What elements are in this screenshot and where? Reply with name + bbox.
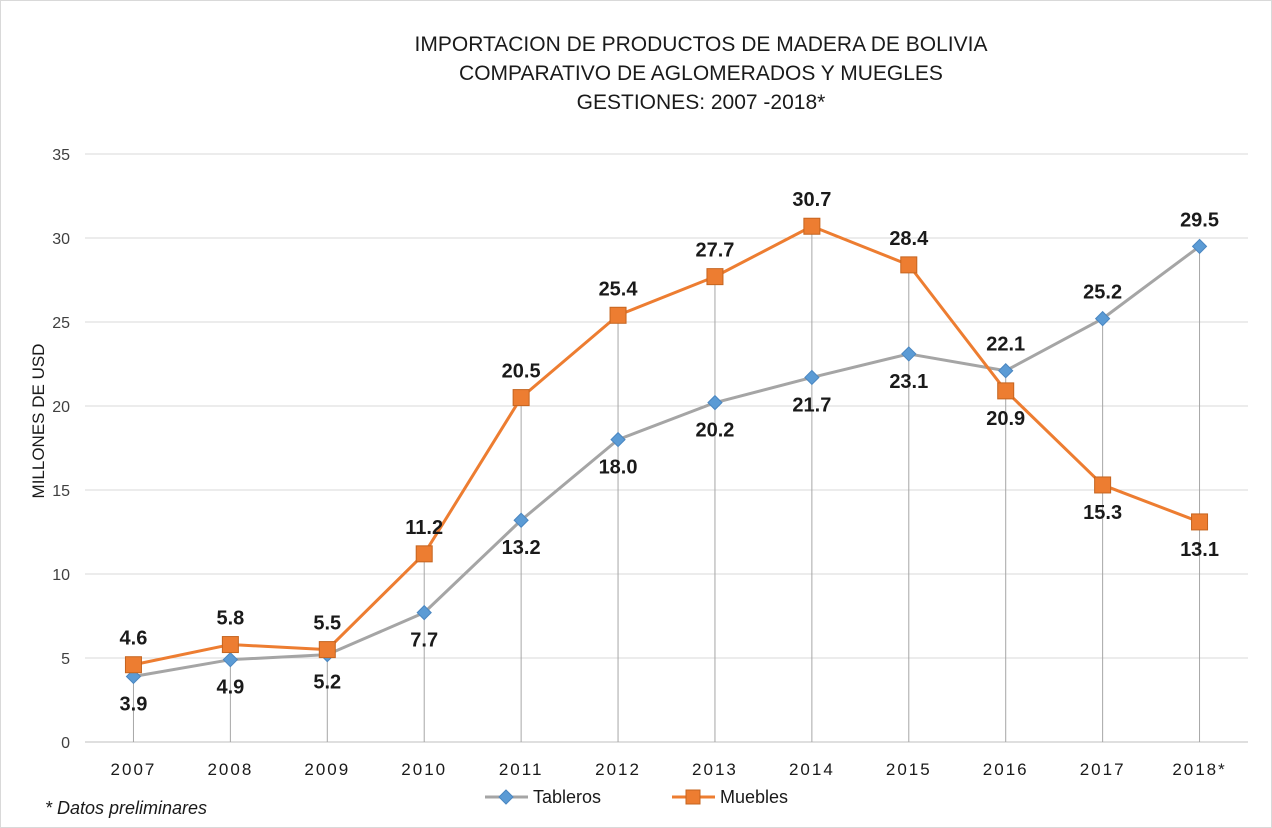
data-point [706,268,724,286]
data-point [803,217,821,235]
data-label: 23.1 [889,371,928,393]
data-label: 21.7 [792,394,831,416]
series-layer [124,217,1209,685]
x-tick-label: 2011 [499,760,544,779]
data-point [318,641,336,659]
series-muebles [124,217,1209,674]
data-label: 13.2 [502,537,541,559]
data-label: 5.2 [313,672,341,694]
series-tableros [125,238,1208,685]
title-line-1: IMPORTACION DE PRODUCTOS DE MADERA DE BO… [415,33,988,56]
data-point [1094,310,1111,327]
data-label: 4.6 [120,628,148,650]
chart-title: IMPORTACION DE PRODUCTOS DE MADERA DE BO… [415,33,988,114]
data-point [804,369,820,386]
title-line-2: COMPARATIVO DE AGLOMERADOS Y MUEGLES [459,62,943,85]
grid-layer: 0 5 10 15 20 25 30 35 2007 2008 2009 2010 2011 2012 20… [52,147,1248,779]
legend-marker-muebles [685,789,701,805]
data-label: 20.9 [986,408,1025,430]
data-point [124,656,142,674]
data-label: 11.2 [405,517,443,539]
x-tick-label: 2010 [401,760,447,779]
data-point [997,382,1015,400]
x-tick-label: 2017 [1080,760,1126,779]
y-axis-label: MILLONES DE USD [29,344,48,499]
data-label: 27.7 [695,240,734,262]
x-tick-label: 2007 [111,760,157,779]
series-line [133,245,1201,678]
data-point [221,636,239,654]
y-tick-label: 10 [52,567,70,584]
x-tick-label: 2013 [692,760,738,779]
data-label: 5.5 [313,613,341,635]
x-tick-label: 2012 [595,760,641,779]
data-point [1191,513,1209,531]
data-label: 15.3 [1083,502,1122,524]
x-tick-label: 2008 [207,760,253,779]
data-point [1191,238,1208,255]
data-point [707,394,723,411]
data-point [610,431,626,448]
data-label: 7.7 [410,630,438,652]
data-label: 25.4 [599,278,639,300]
y-tick-label: 0 [61,735,70,752]
legend-label-muebles: Muebles [720,787,788,807]
data-point [416,604,432,621]
data-point [998,363,1014,379]
data-point [1094,476,1112,494]
y-tick-label: 30 [52,231,70,248]
data-point [901,346,917,362]
x-tick-label: 2009 [304,760,350,779]
x-tick-label: 2018* [1172,760,1226,779]
data-point [900,256,918,274]
y-tick-label: 20 [52,399,70,416]
data-label: 4.9 [216,677,244,699]
x-tick-label: 2016 [983,760,1029,779]
data-point [415,545,433,563]
y-tick-label: 35 [52,147,70,164]
data-label: 20.5 [502,361,541,383]
drop-lines [132,226,1201,742]
y-tick-label: 25 [52,315,70,332]
data-label: 13.1 [1180,539,1219,561]
x-tick-label: 2014 [789,760,835,779]
legend: Tableros Muebles [485,787,788,807]
x-tick-label: 2015 [886,760,932,779]
data-label: 3.9 [120,693,148,715]
data-label: 5.8 [216,608,244,630]
data-label: 20.2 [695,420,734,442]
title-line-3: GESTIONES: 2007 -2018* [577,91,826,114]
data-point [512,389,530,407]
data-label: 28.4 [889,228,929,250]
data-label: 18.0 [599,457,638,479]
y-tick-label: 15 [52,483,70,500]
data-point [513,512,529,528]
data-labels: 3.9 4.6 4.9 5.8 5.2 5.5 7.7 11.2 13.2 20.5 18.0 25.… [120,189,1219,715]
data-label: 29.5 [1180,209,1219,231]
legend-label-tableros: Tableros [533,787,601,807]
footnote: * Datos preliminares [45,798,207,818]
data-label: 22.1 [986,334,1025,356]
series-line [133,224,1201,667]
data-point [222,651,239,668]
y-tick-label: 5 [61,651,70,668]
legend-marker-tableros [498,789,514,805]
data-label: 25.2 [1083,282,1122,304]
data-point [609,306,627,324]
data-label: 30.7 [792,189,831,211]
